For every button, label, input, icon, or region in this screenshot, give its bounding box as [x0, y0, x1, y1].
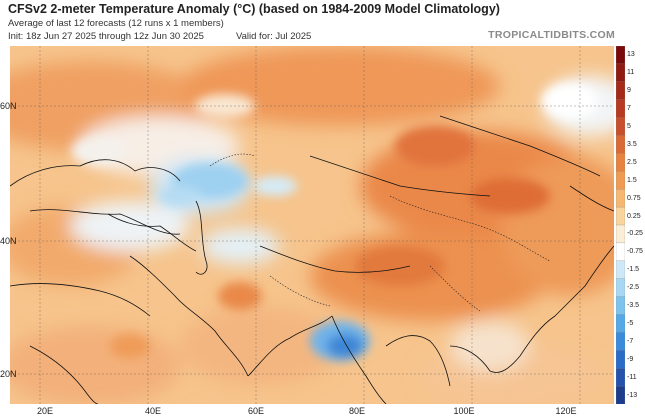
- colorbar-label: 11: [627, 69, 635, 77]
- colorbar-label: 0.75: [627, 194, 641, 202]
- lat-label-40n: 40N: [0, 236, 17, 246]
- colorbar-label: 9: [627, 87, 631, 95]
- colorbar-label: -2.5: [627, 284, 640, 292]
- lat-label-20n: 20N: [0, 369, 17, 379]
- colorbar-swatches: [616, 46, 625, 404]
- lat-label-60n: 60N: [0, 101, 17, 111]
- lon-label-120e: 120E: [555, 406, 577, 416]
- colorbar-swatch: [616, 314, 625, 334]
- colorbar-swatch: [616, 296, 625, 316]
- colorbar-label: 1.5: [627, 176, 637, 184]
- lon-label-60e: 60E: [247, 406, 265, 416]
- colorbar-swatch: [616, 385, 625, 404]
- colorbar-label: 0.25: [627, 212, 641, 220]
- map-title: CFSv2 2-meter Temperature Anomaly (°C) (…: [8, 2, 500, 16]
- colorbar-swatch: [616, 171, 625, 190]
- colorbar-label: -1.5: [627, 266, 640, 274]
- colorbar-swatch: [616, 46, 625, 65]
- colorbar-swatch: [616, 63, 625, 83]
- lon-label-80e: 80E: [348, 406, 366, 416]
- coastlines: [10, 115, 614, 404]
- brand-watermark: TROPICALTIDBITS.COM: [488, 29, 615, 41]
- lon-label-20e: 20E: [36, 406, 54, 416]
- colorbar-swatch: [616, 224, 625, 244]
- colorbar-label: 2.5: [627, 158, 637, 166]
- lon-label-40e: 40E: [144, 406, 162, 416]
- colorbar-label: 13: [627, 51, 635, 59]
- colorbar-swatch: [616, 368, 625, 387]
- colorbar-swatch: [616, 117, 625, 137]
- anomaly-map: [10, 46, 614, 404]
- colorbar-swatch: [616, 81, 625, 101]
- colorbar-label: 3.5: [627, 141, 637, 148]
- colorbar-label: -9: [627, 355, 634, 363]
- anomaly-field: [10, 46, 614, 404]
- colorbar-swatch: [616, 206, 625, 226]
- colorbar-label: -5: [627, 319, 634, 327]
- init-text: Init: 18z Jun 27 2025 through 12z Jun 30…: [8, 31, 204, 42]
- colorbar-swatch: [616, 332, 625, 351]
- map-header: CFSv2 2-meter Temperature Anomaly (°C) (…: [0, 0, 645, 46]
- colorbar-label: -11: [627, 373, 637, 381]
- colorbar-swatch: [616, 135, 625, 155]
- colorbar-swatch: [616, 189, 625, 208]
- colorbar-label: 5: [627, 123, 631, 130]
- colorbar-label: -7: [627, 337, 634, 345]
- colorbar: [616, 46, 625, 404]
- colorbar-label: -3.5: [627, 302, 640, 309]
- colorbar-swatch: [616, 278, 625, 298]
- colorbar-swatch: [616, 153, 625, 172]
- colorbar-label: 7: [627, 105, 631, 113]
- colorbar-swatch: [616, 242, 625, 262]
- colorbar-labels: 13 11 9 7 5 3.5 2.5 1.5 0.75 0.25 -0.25 -0.75 -1.5 -2…: [627, 46, 645, 404]
- colorbar-swatch: [616, 99, 625, 119]
- colorbar-swatch: [616, 350, 625, 369]
- colorbar-label: -0.25: [627, 230, 643, 238]
- lon-label-100e: 100E: [453, 406, 475, 416]
- map-subtitle: Average of last 12 forecasts (12 runs x …: [8, 18, 224, 29]
- colorbar-swatch: [616, 260, 625, 280]
- valid-text: Valid for: Jul 2025: [236, 31, 312, 42]
- colorbar-label: -0.75: [627, 248, 643, 256]
- colorbar-label: -13: [627, 391, 638, 399]
